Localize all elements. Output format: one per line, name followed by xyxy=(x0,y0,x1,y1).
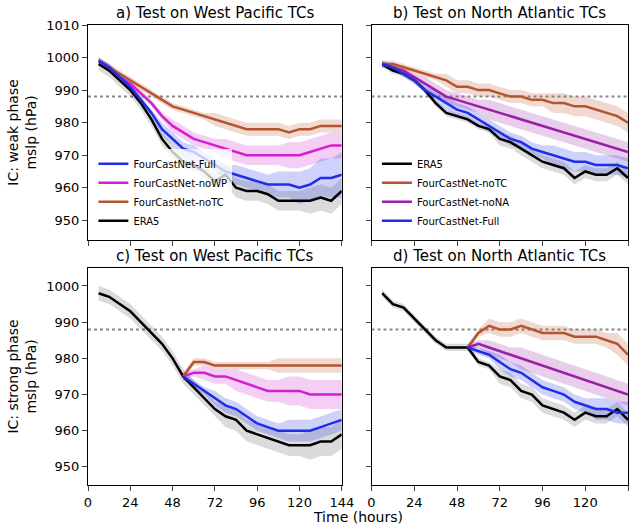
svg-text:1000: 1000 xyxy=(46,279,79,294)
svg-text:IC: strong phasemslp (hPa): IC: strong phasemslp (hPa) xyxy=(5,319,39,433)
svg-text:96: 96 xyxy=(534,495,551,510)
svg-text:72: 72 xyxy=(207,495,224,510)
svg-text:970: 970 xyxy=(55,148,80,163)
svg-text:48: 48 xyxy=(164,495,181,510)
svg-text:24: 24 xyxy=(406,495,423,510)
svg-text:960: 960 xyxy=(55,180,80,195)
svg-text:1000: 1000 xyxy=(46,50,79,65)
svg-text:FourCastNet-noWP: FourCastNet-noWP xyxy=(133,178,227,189)
svg-text:b) Test on North Atlantic TCs: b) Test on North Atlantic TCs xyxy=(393,4,606,22)
svg-text:950: 950 xyxy=(55,459,80,474)
svg-text:FourCastNet-Full: FourCastNet-Full xyxy=(133,159,215,170)
svg-text:IC: weak phasemslp (hPa): IC: weak phasemslp (hPa) xyxy=(5,79,39,186)
svg-text:120: 120 xyxy=(573,495,598,510)
svg-text:1010: 1010 xyxy=(46,18,79,33)
svg-text:144: 144 xyxy=(329,495,354,510)
svg-text:FourCastNet-noNA: FourCastNet-noNA xyxy=(417,197,509,208)
svg-text:FourCastNet-Full: FourCastNet-Full xyxy=(417,216,499,227)
svg-text:980: 980 xyxy=(55,115,80,130)
svg-text:970: 970 xyxy=(55,387,80,402)
svg-text:990: 990 xyxy=(55,315,80,330)
svg-text:24: 24 xyxy=(122,495,139,510)
svg-text:c) Test on West Pacific TCs: c) Test on West Pacific TCs xyxy=(116,247,313,265)
svg-text:950: 950 xyxy=(55,213,80,228)
svg-text:FourCastNet-noTC: FourCastNet-noTC xyxy=(133,197,223,208)
svg-text:990: 990 xyxy=(55,83,80,98)
svg-text:ERA5: ERA5 xyxy=(417,159,443,170)
svg-text:0: 0 xyxy=(84,495,92,510)
svg-text:a) Test on West Pacific TCs: a) Test on West Pacific TCs xyxy=(116,4,314,22)
svg-text:72: 72 xyxy=(491,495,508,510)
svg-text:ERA5: ERA5 xyxy=(133,216,159,227)
svg-text:Time (hours): Time (hours) xyxy=(313,509,403,525)
svg-text:48: 48 xyxy=(449,495,466,510)
svg-text:96: 96 xyxy=(249,495,266,510)
svg-text:980: 980 xyxy=(55,351,80,366)
svg-text:FourCastNet-noTC: FourCastNet-noTC xyxy=(417,178,507,189)
svg-text:0: 0 xyxy=(367,495,375,510)
svg-text:960: 960 xyxy=(55,423,80,438)
svg-text:120: 120 xyxy=(287,495,312,510)
svg-text:d) Test on North Atlantic TCs: d) Test on North Atlantic TCs xyxy=(393,247,606,265)
